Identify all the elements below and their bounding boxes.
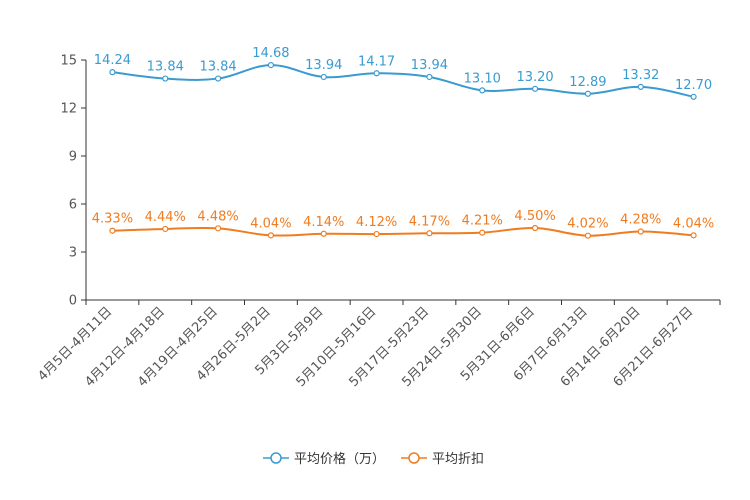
data-point[interactable] [531,85,539,92]
data-label: 4.17% [409,214,450,229]
data-point[interactable] [584,232,592,239]
data-label: 4.04% [673,216,714,231]
data-point[interactable] [320,73,327,81]
series-line [112,226,694,237]
y-tick-label: 9 [69,150,77,165]
data-point[interactable] [426,73,433,81]
data-label: 4.21% [462,214,503,229]
data-point[interactable] [479,87,486,94]
data-label: 4.33% [92,212,133,227]
data-label: 4.14% [303,215,344,230]
series-1: 4.33% 4.44% 4.48% 4.04% 4.14% 4.12% 4.17% 4.21%… [92,209,714,239]
legend-price-marker-icon [270,452,282,464]
data-label: 14.68 [252,46,289,61]
legend-item-price[interactable]: 平均价格（万） [263,451,385,467]
data-point[interactable] [637,83,644,90]
data-label: 4.04% [250,216,291,231]
data-point[interactable] [267,232,275,239]
data-point[interactable] [531,224,539,232]
data-label: 13.84 [199,60,236,75]
x-axis-ticks: 4月5日-4月11日4月12日-4月18日4月19日-4月25日4月26日-5月… [35,300,721,390]
data-label: 13.94 [411,58,448,73]
data-point[interactable] [320,230,327,237]
legend-item-discount[interactable]: 平均折扣 [401,452,484,467]
data-point[interactable] [373,230,380,238]
data-label: 4.02% [567,217,608,232]
data-point[interactable] [690,93,697,100]
data-point[interactable] [584,90,592,97]
data-label: 14.17 [358,54,395,69]
data-point[interactable] [162,225,169,233]
data-label: 4.48% [197,209,238,224]
data-point[interactable] [479,229,486,236]
legend-discount-marker-icon [408,452,420,464]
legend-price-label: 平均价格（万） [294,451,385,467]
y-axis-ticks: 0 3 6 9 12 15 [60,54,86,309]
legend-discount-label: 平均折扣 [432,452,484,467]
series-line [112,64,694,98]
data-label: 4.12% [356,215,397,230]
data-label: 13.20 [516,70,553,85]
data-label: 13.10 [464,71,501,86]
data-point[interactable] [267,62,275,69]
series-0: 14.24 13.84 13.84 14.68 13.94 14.17 13.94 13.10… [94,46,712,100]
y-tick-label: 3 [69,246,77,261]
data-point[interactable] [214,75,222,82]
data-label: 12.70 [675,78,712,93]
data-label: 4.28% [620,213,661,228]
data-point[interactable] [426,230,433,237]
legend: 平均价格（万） 平均折扣 [263,451,484,467]
y-tick-label: 12 [60,102,77,117]
data-point[interactable] [637,228,644,235]
data-label: 4.50% [514,209,555,224]
data-point[interactable] [109,69,116,76]
data-label: 13.84 [147,60,184,75]
data-point[interactable] [214,225,222,232]
data-point[interactable] [162,75,169,82]
data-label: 13.94 [305,58,342,73]
series-layer: 14.24 13.84 13.84 14.68 13.94 14.17 13.94 13.10… [92,46,714,239]
y-tick-label: 6 [69,198,77,213]
data-label: 12.89 [569,75,606,90]
data-point[interactable] [373,70,380,77]
data-point[interactable] [690,232,697,239]
data-label: 4.44% [145,210,186,225]
y-tick-label: 15 [60,54,77,69]
data-label: 13.32 [622,68,659,83]
data-label: 14.24 [94,53,131,68]
y-tick-label: 0 [69,294,77,309]
data-point[interactable] [109,227,116,234]
